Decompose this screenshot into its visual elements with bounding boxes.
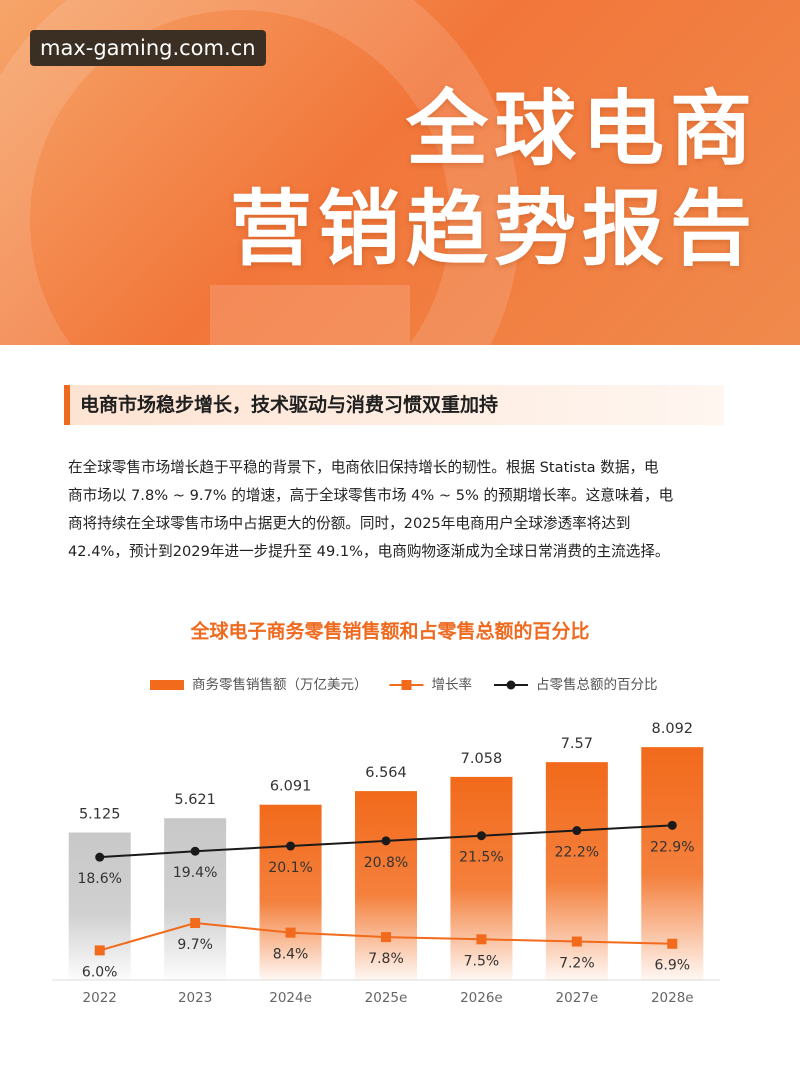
marker bbox=[190, 846, 200, 856]
marker bbox=[95, 852, 105, 862]
bar bbox=[259, 804, 322, 980]
x-tick-label: 2024e bbox=[269, 990, 312, 1006]
x-tick-label: 2027e bbox=[556, 990, 599, 1006]
header: max-gaming.com.cn 全球电商 营销趋势报告 bbox=[0, 0, 800, 345]
data-label: 19.4% bbox=[173, 865, 217, 881]
x-tick-label: 2028e bbox=[651, 990, 694, 1006]
paragraph-line: 42.4%，预计到2029年进一步提升至 49.1%，电商购物逐渐成为全球日常消… bbox=[68, 543, 670, 560]
data-label: 7.2% bbox=[559, 956, 595, 972]
paragraph-line: 在全球零售市场增长趋于平稳的背景下，电商依旧保持增长的韧性。根据 Statist… bbox=[68, 459, 659, 476]
data-label: 7.058 bbox=[461, 751, 503, 767]
marker bbox=[190, 918, 201, 929]
data-label: 18.6% bbox=[77, 871, 121, 887]
marker bbox=[667, 938, 678, 949]
section-heading: 电商市场稳步增长，技术驱动与消费习惯双重加持 bbox=[64, 385, 724, 425]
title-line: 全球电商 bbox=[405, 82, 758, 177]
x-tick-label: 2023 bbox=[178, 990, 212, 1006]
data-label: 9.7% bbox=[177, 937, 213, 953]
data-label: 6.091 bbox=[270, 779, 312, 795]
decor bbox=[210, 285, 410, 345]
x-tick-label: 2026e bbox=[460, 990, 503, 1006]
data-label: 8.4% bbox=[273, 947, 309, 963]
paragraph-line: 商市场以 7.8% ~ 9.7% 的增速，高于全球零售市场 4% ~ 5% 的预… bbox=[68, 487, 674, 504]
marker bbox=[667, 820, 677, 830]
marker bbox=[571, 936, 582, 947]
bar bbox=[355, 791, 417, 980]
chart-title: 全球电子商务零售销售额和占零售总额的百分比 bbox=[189, 620, 589, 643]
data-label: 7.5% bbox=[464, 953, 500, 969]
data-label: 21.5% bbox=[459, 850, 503, 866]
data-label: 7.8% bbox=[368, 951, 404, 967]
paragraph-line: 商将持续在全球零售市场中占据更大的份额。同时，2025年电商用户全球渗透率将达到 bbox=[68, 515, 631, 532]
data-label: 6.9% bbox=[654, 958, 690, 974]
x-tick-label: 2022 bbox=[83, 990, 117, 1006]
x-tick-label: 2025e bbox=[365, 990, 408, 1006]
legend-label: 商务零售销售额（万亿美元） bbox=[192, 677, 368, 693]
badge: max-gaming.com.cn bbox=[30, 30, 266, 66]
data-label: 22.9% bbox=[650, 839, 694, 855]
legend-swatch bbox=[150, 680, 184, 690]
marker bbox=[476, 831, 486, 841]
marker bbox=[285, 927, 296, 938]
marker bbox=[572, 826, 582, 836]
legend-swatch bbox=[506, 680, 516, 690]
legend-swatch bbox=[401, 680, 412, 690]
marker bbox=[381, 836, 391, 846]
data-label: 20.1% bbox=[268, 860, 312, 876]
bar bbox=[450, 776, 513, 980]
data-label: 7.57 bbox=[561, 736, 593, 752]
data-label: 20.8% bbox=[364, 855, 408, 871]
bar bbox=[164, 818, 227, 980]
marker bbox=[381, 932, 391, 943]
data-label: 8.092 bbox=[652, 721, 694, 737]
legend-label: 占零售总额的百分比 bbox=[536, 677, 658, 693]
data-label: 5.621 bbox=[174, 792, 216, 808]
data-label: 5.125 bbox=[79, 807, 121, 823]
marker bbox=[94, 945, 105, 956]
marker bbox=[286, 841, 296, 851]
title-line: 营销趋势报告 bbox=[229, 182, 758, 277]
legend-label: 增长率 bbox=[432, 676, 473, 693]
chart: 全球电子商务零售销售额和占零售总额的百分比 商务零售销售额（万亿美元） 增长率 占零… bbox=[52, 620, 720, 1006]
marker bbox=[476, 934, 487, 945]
data-label: 22.2% bbox=[555, 845, 599, 861]
data-label: 6.564 bbox=[365, 765, 407, 781]
bar bbox=[545, 762, 608, 980]
data-label: 6.0% bbox=[82, 964, 118, 980]
